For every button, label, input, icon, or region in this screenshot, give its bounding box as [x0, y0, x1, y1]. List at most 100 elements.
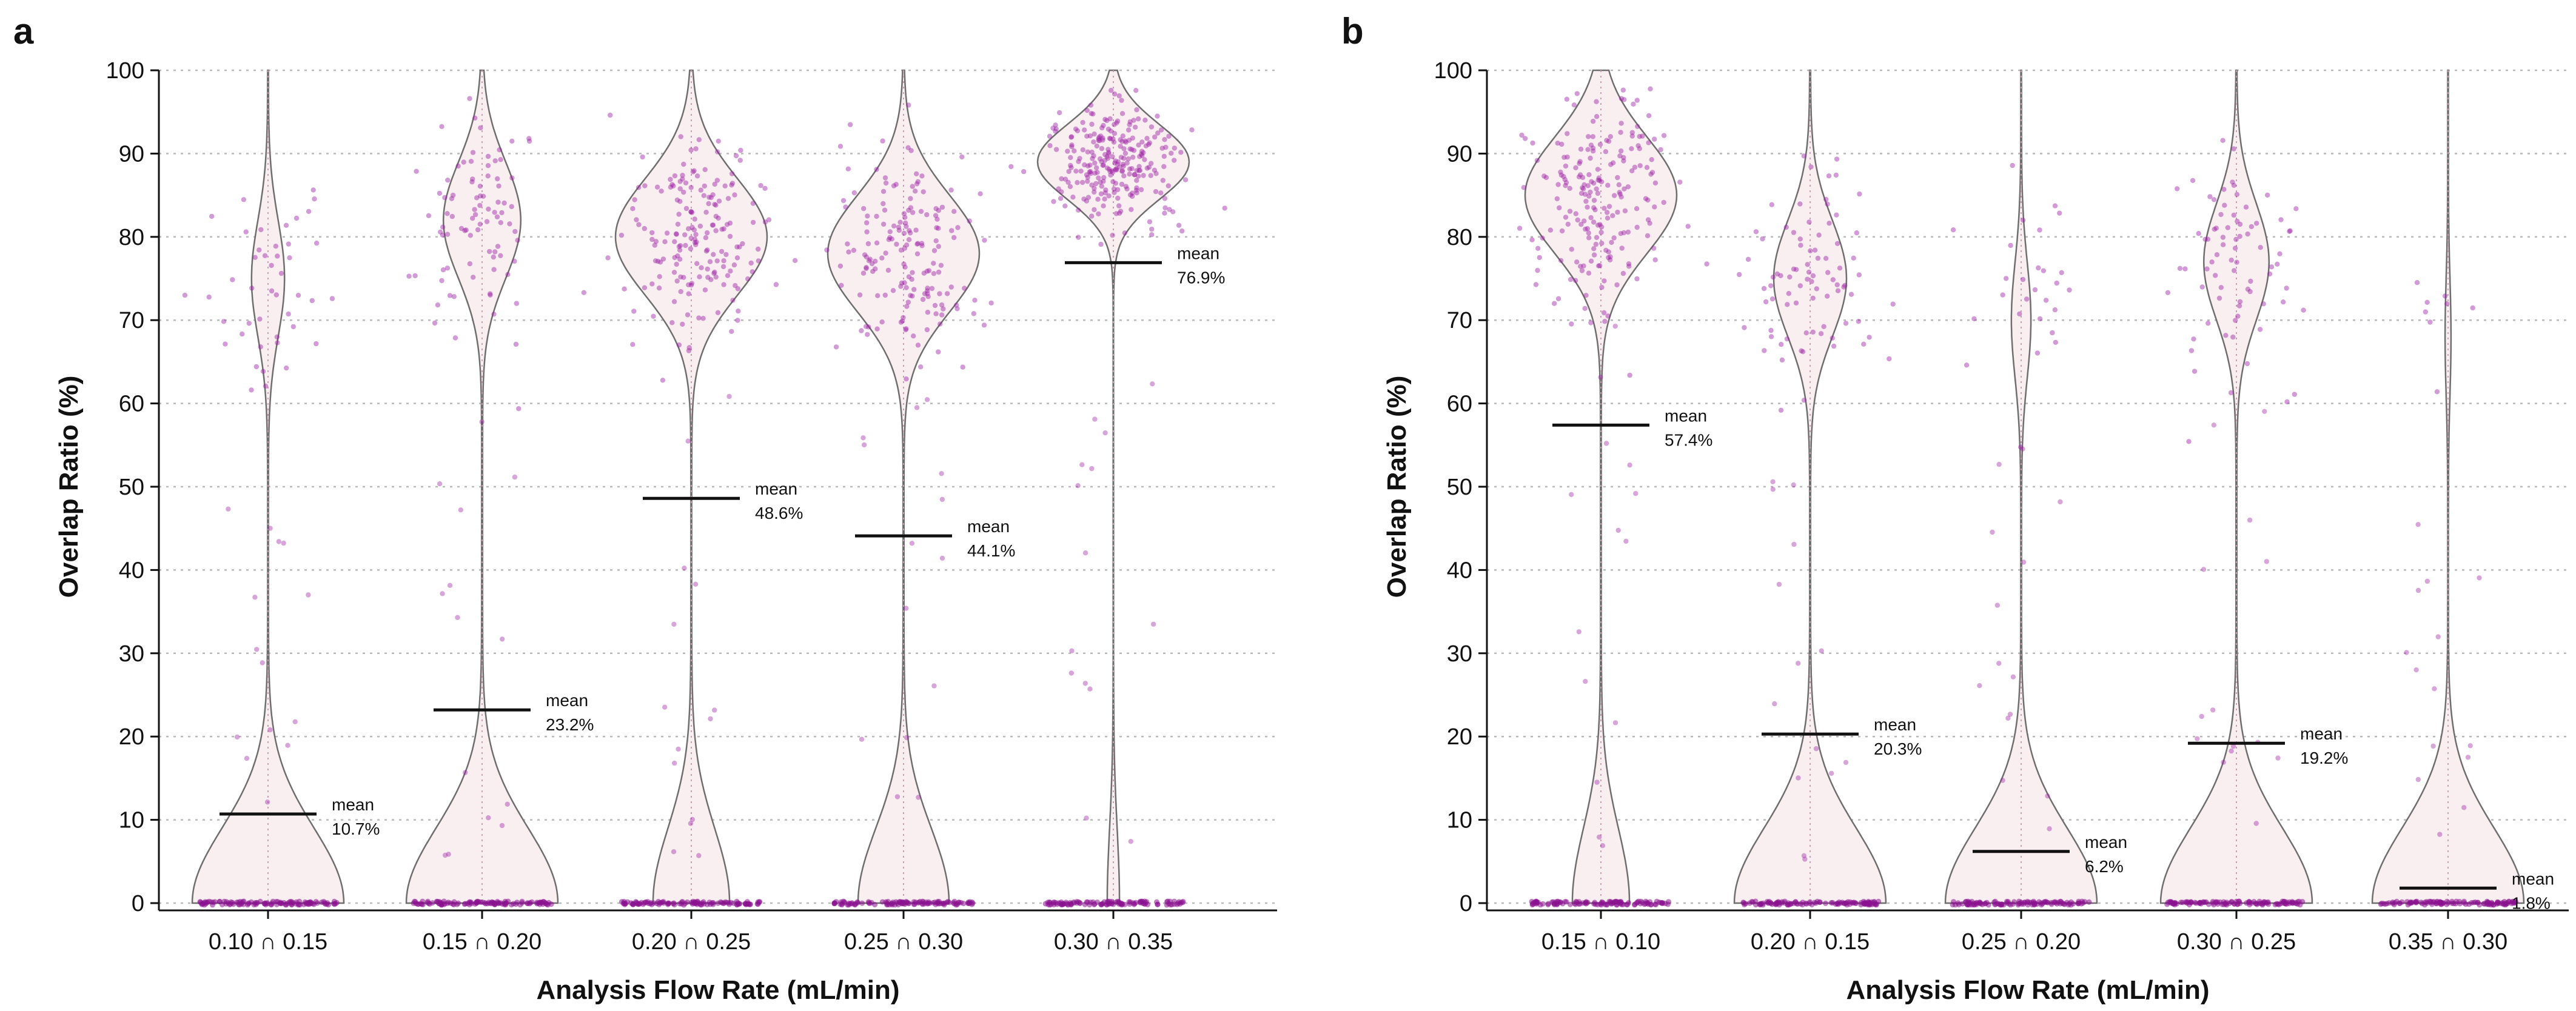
data-point [2277, 251, 2283, 256]
data-point [1088, 171, 1094, 176]
data-point [2284, 285, 2289, 291]
data-point [1115, 187, 1121, 193]
data-point-zero [1999, 902, 2004, 908]
data-point [1126, 138, 1132, 143]
data-point [499, 210, 505, 216]
data-point-zero [831, 900, 837, 906]
y-tick-label: 40 [1447, 558, 1472, 583]
data-point [860, 270, 867, 276]
data-point [640, 154, 645, 160]
panel-letter: a [13, 11, 34, 52]
data-point [1534, 158, 1540, 163]
data-point [931, 261, 936, 266]
data-point [1098, 241, 1104, 247]
data-point [1834, 212, 1839, 218]
data-point [223, 341, 228, 347]
data-point [863, 324, 869, 329]
data-point [1101, 178, 1106, 184]
data-point [1088, 102, 1094, 108]
data-point [230, 277, 235, 282]
data-point [1637, 134, 1642, 139]
data-point-zero [2021, 901, 2027, 907]
data-point [925, 288, 930, 293]
data-point [1162, 205, 1168, 211]
data-point [1062, 203, 1068, 209]
data-point [1050, 125, 1056, 131]
data-point-zero [868, 899, 874, 906]
data-point [1088, 168, 1093, 175]
data-point [676, 746, 681, 752]
data-point [1080, 147, 1086, 153]
data-point [2000, 778, 2005, 783]
data-point [704, 230, 710, 236]
data-point [698, 187, 704, 193]
data-point [605, 255, 611, 261]
data-point [657, 274, 662, 279]
data-point [1590, 134, 1595, 139]
data-point [688, 209, 694, 215]
data-point [2233, 236, 2239, 242]
data-point [226, 506, 231, 512]
data-point-zero [227, 901, 233, 907]
data-point-zero [492, 901, 498, 907]
data-point [2245, 286, 2251, 292]
data-point [484, 219, 490, 224]
data-point-zero [1583, 899, 1589, 905]
data-point [1787, 274, 1793, 280]
data-point [1098, 191, 1104, 196]
data-point [1521, 185, 1526, 190]
data-point [2247, 517, 2253, 523]
data-point [1809, 279, 1814, 284]
data-point [688, 246, 694, 252]
y-tick-label: 0 [132, 891, 144, 916]
data-point [1808, 164, 1814, 170]
data-point [652, 242, 658, 248]
data-point [1101, 203, 1106, 209]
data-point [1598, 230, 1604, 235]
data-point [1661, 199, 1666, 205]
data-point [2230, 179, 2235, 185]
data-point-zero [2188, 899, 2194, 905]
data-point [880, 221, 887, 227]
data-point [1826, 221, 1832, 226]
data-point [1990, 529, 1995, 535]
data-point [897, 219, 903, 225]
data-point [677, 186, 683, 192]
data-point [2196, 231, 2201, 236]
data-point-zero [2283, 899, 2289, 905]
data-point [901, 211, 907, 216]
data-point [1096, 135, 1102, 140]
data-point-zero [2224, 902, 2230, 908]
data-point [702, 167, 708, 172]
data-point [630, 206, 636, 212]
data-point [1651, 245, 1657, 251]
data-point [954, 306, 960, 312]
data-point [1127, 166, 1133, 172]
data-point [2231, 212, 2236, 218]
data-point [1580, 185, 1585, 191]
data-point [851, 190, 857, 196]
data-point [306, 592, 311, 598]
data-point-zero [2044, 899, 2050, 906]
data-point [941, 306, 946, 312]
data-point-zero [1082, 901, 1088, 907]
data-point [696, 315, 702, 321]
data-point [693, 242, 699, 247]
data-point [2191, 336, 2196, 342]
data-point [2020, 446, 2025, 452]
data-point [1153, 171, 1159, 176]
data-point [673, 231, 679, 236]
data-point [905, 299, 911, 305]
data-point [2404, 650, 2409, 655]
data-point [720, 264, 726, 270]
data-point [1100, 162, 1105, 168]
data-point [792, 258, 798, 263]
data-point [253, 364, 259, 370]
data-point [1774, 271, 1780, 277]
data-point [680, 321, 685, 327]
data-point [2467, 743, 2473, 749]
data-point [683, 180, 689, 185]
data-point [1606, 249, 1611, 255]
